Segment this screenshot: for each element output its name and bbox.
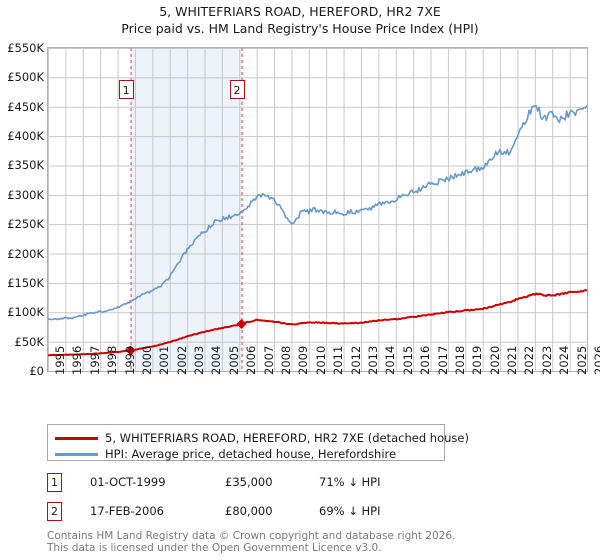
x-axis-tick-label: 2016: [418, 345, 433, 375]
x-axis-tick-label: 2024: [557, 345, 572, 375]
plot-marker-badge-1[interactable]: 1: [118, 80, 134, 99]
legend-color-swatch: [55, 453, 98, 456]
legend-item: 5, WHITEFRIARS ROAD, HEREFORD, HR2 7XE (…: [55, 430, 469, 446]
y-axis-tick-label: £150K: [7, 275, 44, 290]
plot-area: [47, 47, 588, 372]
y-axis-tick-label: £50K: [14, 334, 45, 349]
legend-item-label: 5, WHITEFRIARS ROAD, HEREFORD, HR2 7XE (…: [105, 431, 469, 445]
page-subtitle: Price paid vs. HM Land Registry's House …: [121, 21, 479, 36]
transaction-index-badge[interactable]: 1: [47, 473, 62, 492]
x-axis-tick-label: 2015: [400, 345, 415, 375]
y-axis-tick-label: £350K: [7, 158, 44, 173]
x-axis-tick-label: 1998: [105, 345, 120, 375]
x-axis-tick-label: 2019: [470, 345, 485, 375]
legend-color-swatch: [55, 437, 98, 440]
x-axis-tick-label: 2003: [192, 345, 207, 375]
transaction-date: 01-OCT-1999: [90, 475, 166, 489]
transaction-row[interactable]: 1 01-OCT-1999 £35,000 71% ↓ HPI: [47, 473, 447, 493]
x-axis-tick-label: 2002: [174, 345, 189, 375]
plot-svg: [48, 48, 587, 371]
x-axis-tick-label: 2012: [348, 345, 363, 375]
chart-legend: 5, WHITEFRIARS ROAD, HEREFORD, HR2 7XE (…: [47, 424, 469, 462]
x-axis-tick-label: 2010: [313, 345, 328, 375]
transaction-index-badge[interactable]: 2: [47, 502, 62, 521]
footer-line-1: Contains HM Land Registry data © Crown c…: [47, 530, 456, 542]
transaction-date: 17-FEB-2006: [90, 504, 164, 518]
x-axis-tick-label: 2005: [226, 345, 241, 375]
transaction-hpi-delta: 71% ↓ HPI: [319, 475, 381, 489]
plot-marker-badge-2[interactable]: 2: [229, 80, 245, 99]
chart-title-block: 5, WHITEFRIARS ROAD, HEREFORD, HR2 7XE P…: [0, 3, 600, 37]
transaction-point-diamond: [125, 345, 136, 356]
legend-item: HPI: Average price, detached house, Here…: [55, 446, 440, 462]
x-axis-tick-label: 1997: [87, 345, 102, 375]
x-axis-tick-label: 2006: [244, 345, 259, 375]
transaction-hpi-delta: 69% ↓ HPI: [319, 504, 381, 518]
y-axis-tick-label: £300K: [7, 187, 44, 202]
x-axis-tick-label: 2008: [279, 345, 294, 375]
y-axis-tick-label: £200K: [7, 246, 44, 261]
page-title: 5, WHITEFRIARS ROAD, HEREFORD, HR2 7XE: [159, 4, 441, 19]
y-axis-tick-label: £550K: [7, 41, 44, 55]
y-axis-tick-label: £400K: [7, 129, 44, 144]
highlighted-period-band: [130, 48, 242, 371]
x-axis-tick-label: 2021: [505, 345, 520, 375]
legend-item-label: HPI: Average price, detached house, Here…: [105, 447, 397, 461]
x-axis-tick-label: 2000: [139, 345, 154, 375]
x-axis-tick-label: 1996: [70, 345, 85, 375]
transaction-price: £35,000: [225, 475, 273, 489]
y-axis-tick-label: £250K: [7, 217, 44, 232]
y-axis-tick-label: £100K: [7, 305, 44, 320]
x-axis-tick-label: 2001: [157, 345, 172, 375]
x-axis-tick-label: 2018: [452, 345, 467, 375]
x-axis-tick-label: 2004: [209, 345, 224, 375]
y-axis-tick-label: £0: [29, 364, 44, 378]
x-axis-tick-label: 2011: [331, 345, 346, 375]
x-axis-tick-label: 2013: [365, 345, 380, 375]
transaction-row[interactable]: 2 17-FEB-2006 £80,000 69% ↓ HPI: [47, 502, 447, 522]
x-axis-tick-label: 2017: [435, 345, 450, 375]
y-axis-tick-label: £450K: [7, 99, 44, 114]
transaction-price: £80,000: [225, 504, 273, 518]
x-axis-tick-label: 2025: [574, 345, 589, 375]
x-axis-tick-label: 1999: [122, 345, 137, 375]
footer-attribution: Contains HM Land Registry data © Crown c…: [47, 530, 567, 554]
x-axis-tick-label: 2007: [261, 345, 276, 375]
price-paid-series-line: [48, 289, 587, 357]
y-axis-tick-label: £500K: [7, 70, 44, 85]
x-axis-tick-label: 2020: [487, 345, 502, 375]
hpi-series-line: [48, 104, 587, 321]
x-axis-tick-label: 1995: [53, 345, 67, 375]
footer-line-2: This data is licensed under the Open Gov…: [47, 542, 382, 554]
transaction-point-diamond: [236, 319, 247, 330]
x-axis-tick-label: 2023: [539, 345, 554, 375]
x-axis-tick-label: 2014: [383, 345, 398, 375]
x-axis-tick-label: 2026: [592, 345, 600, 375]
x-axis-tick-label: 2022: [522, 345, 537, 375]
x-axis-tick-label: 2009: [296, 345, 311, 375]
